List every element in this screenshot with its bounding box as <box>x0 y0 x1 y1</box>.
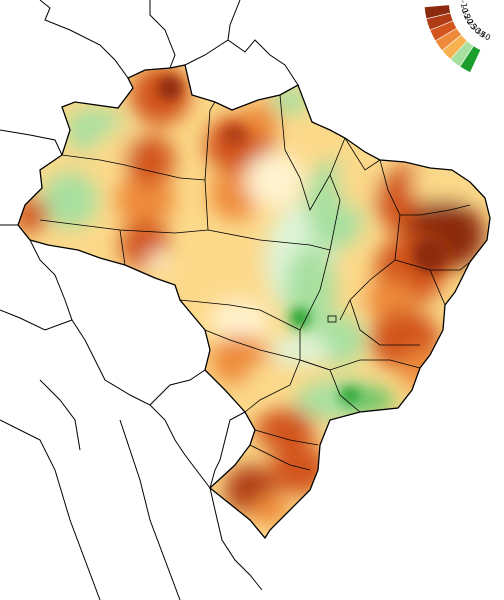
neighbour-borders <box>0 0 299 600</box>
federal-district <box>327 315 337 323</box>
legend-label: -10 <box>459 0 470 14</box>
legend-wedges <box>423 4 482 73</box>
state-borders <box>39 94 471 471</box>
legend-label: -15 <box>459 5 472 20</box>
legend-wedge <box>423 4 451 20</box>
